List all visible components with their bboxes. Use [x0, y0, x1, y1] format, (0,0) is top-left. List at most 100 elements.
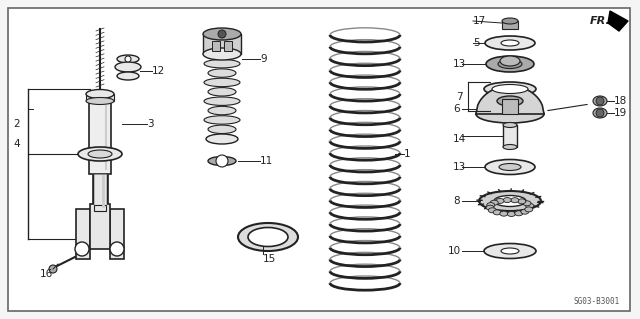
Text: 11: 11 — [260, 156, 273, 166]
Circle shape — [125, 56, 131, 62]
Ellipse shape — [78, 147, 122, 161]
Ellipse shape — [117, 55, 139, 63]
Ellipse shape — [248, 227, 288, 247]
Ellipse shape — [484, 243, 536, 258]
Ellipse shape — [494, 196, 526, 206]
Text: 15: 15 — [263, 254, 276, 264]
Ellipse shape — [593, 108, 607, 118]
Ellipse shape — [117, 72, 139, 80]
Ellipse shape — [204, 97, 240, 105]
Ellipse shape — [501, 40, 519, 46]
Text: 6: 6 — [453, 104, 460, 114]
Ellipse shape — [204, 59, 240, 68]
Ellipse shape — [486, 56, 534, 72]
Bar — [502, 21, 518, 29]
Ellipse shape — [496, 198, 504, 204]
Ellipse shape — [486, 205, 494, 210]
Circle shape — [49, 265, 57, 273]
Circle shape — [110, 242, 124, 256]
Ellipse shape — [208, 69, 236, 77]
Bar — [224, 41, 232, 51]
Text: 7: 7 — [456, 92, 463, 102]
Bar — [502, 99, 518, 114]
Text: 18: 18 — [614, 96, 627, 106]
Bar — [94, 205, 106, 211]
Text: SG03-B3001: SG03-B3001 — [573, 296, 620, 306]
Bar — [110, 209, 124, 259]
Ellipse shape — [515, 211, 523, 216]
Bar — [503, 125, 517, 147]
Ellipse shape — [488, 208, 497, 213]
Ellipse shape — [503, 145, 517, 150]
Ellipse shape — [499, 164, 521, 170]
Ellipse shape — [500, 56, 520, 66]
Text: 9: 9 — [260, 54, 267, 64]
Text: 13: 13 — [453, 162, 467, 172]
Ellipse shape — [503, 197, 511, 203]
Bar — [76, 209, 90, 259]
Polygon shape — [476, 86, 544, 114]
Ellipse shape — [492, 85, 528, 93]
Ellipse shape — [525, 207, 532, 212]
Text: FR.: FR. — [590, 16, 611, 26]
Ellipse shape — [485, 160, 535, 174]
Text: 10: 10 — [448, 246, 461, 256]
Bar — [89, 101, 111, 174]
Ellipse shape — [502, 18, 518, 24]
Circle shape — [218, 30, 226, 38]
Ellipse shape — [485, 36, 535, 50]
Ellipse shape — [523, 201, 531, 206]
Bar — [86, 94, 114, 101]
Ellipse shape — [508, 211, 515, 217]
Bar — [203, 34, 241, 54]
Text: 2: 2 — [13, 119, 20, 129]
Ellipse shape — [86, 98, 114, 105]
Bar — [212, 41, 220, 51]
Polygon shape — [608, 11, 628, 31]
Text: 17: 17 — [473, 16, 486, 26]
Text: 16: 16 — [40, 269, 53, 279]
Text: 8: 8 — [453, 196, 460, 206]
Circle shape — [596, 97, 604, 105]
Ellipse shape — [490, 200, 498, 205]
Text: 4: 4 — [13, 139, 20, 149]
Bar — [90, 204, 110, 249]
Ellipse shape — [511, 198, 519, 203]
Text: 19: 19 — [614, 108, 627, 118]
Ellipse shape — [204, 78, 240, 87]
Text: 3: 3 — [147, 119, 154, 129]
Ellipse shape — [88, 150, 112, 158]
Ellipse shape — [484, 82, 536, 96]
Ellipse shape — [487, 203, 495, 208]
Ellipse shape — [208, 106, 236, 115]
Ellipse shape — [498, 60, 522, 69]
Ellipse shape — [206, 134, 238, 144]
Text: 12: 12 — [152, 66, 165, 76]
Ellipse shape — [208, 157, 236, 166]
Ellipse shape — [525, 203, 534, 208]
Ellipse shape — [479, 191, 541, 211]
Ellipse shape — [493, 210, 501, 215]
Ellipse shape — [203, 48, 241, 60]
Ellipse shape — [204, 116, 240, 124]
Ellipse shape — [208, 88, 236, 96]
Text: 5: 5 — [473, 38, 479, 48]
Circle shape — [596, 109, 604, 117]
Ellipse shape — [593, 96, 607, 106]
Text: 14: 14 — [453, 134, 467, 144]
Ellipse shape — [203, 28, 241, 40]
Circle shape — [75, 242, 89, 256]
Ellipse shape — [501, 248, 519, 254]
Text: 1: 1 — [404, 149, 411, 159]
Ellipse shape — [521, 209, 529, 214]
Ellipse shape — [86, 90, 114, 99]
Ellipse shape — [503, 122, 517, 128]
Ellipse shape — [500, 211, 508, 216]
Ellipse shape — [518, 199, 525, 204]
Ellipse shape — [115, 62, 141, 72]
Ellipse shape — [208, 125, 236, 134]
Ellipse shape — [497, 96, 523, 106]
Ellipse shape — [238, 223, 298, 251]
Text: 13: 13 — [453, 59, 467, 69]
Circle shape — [216, 155, 228, 167]
